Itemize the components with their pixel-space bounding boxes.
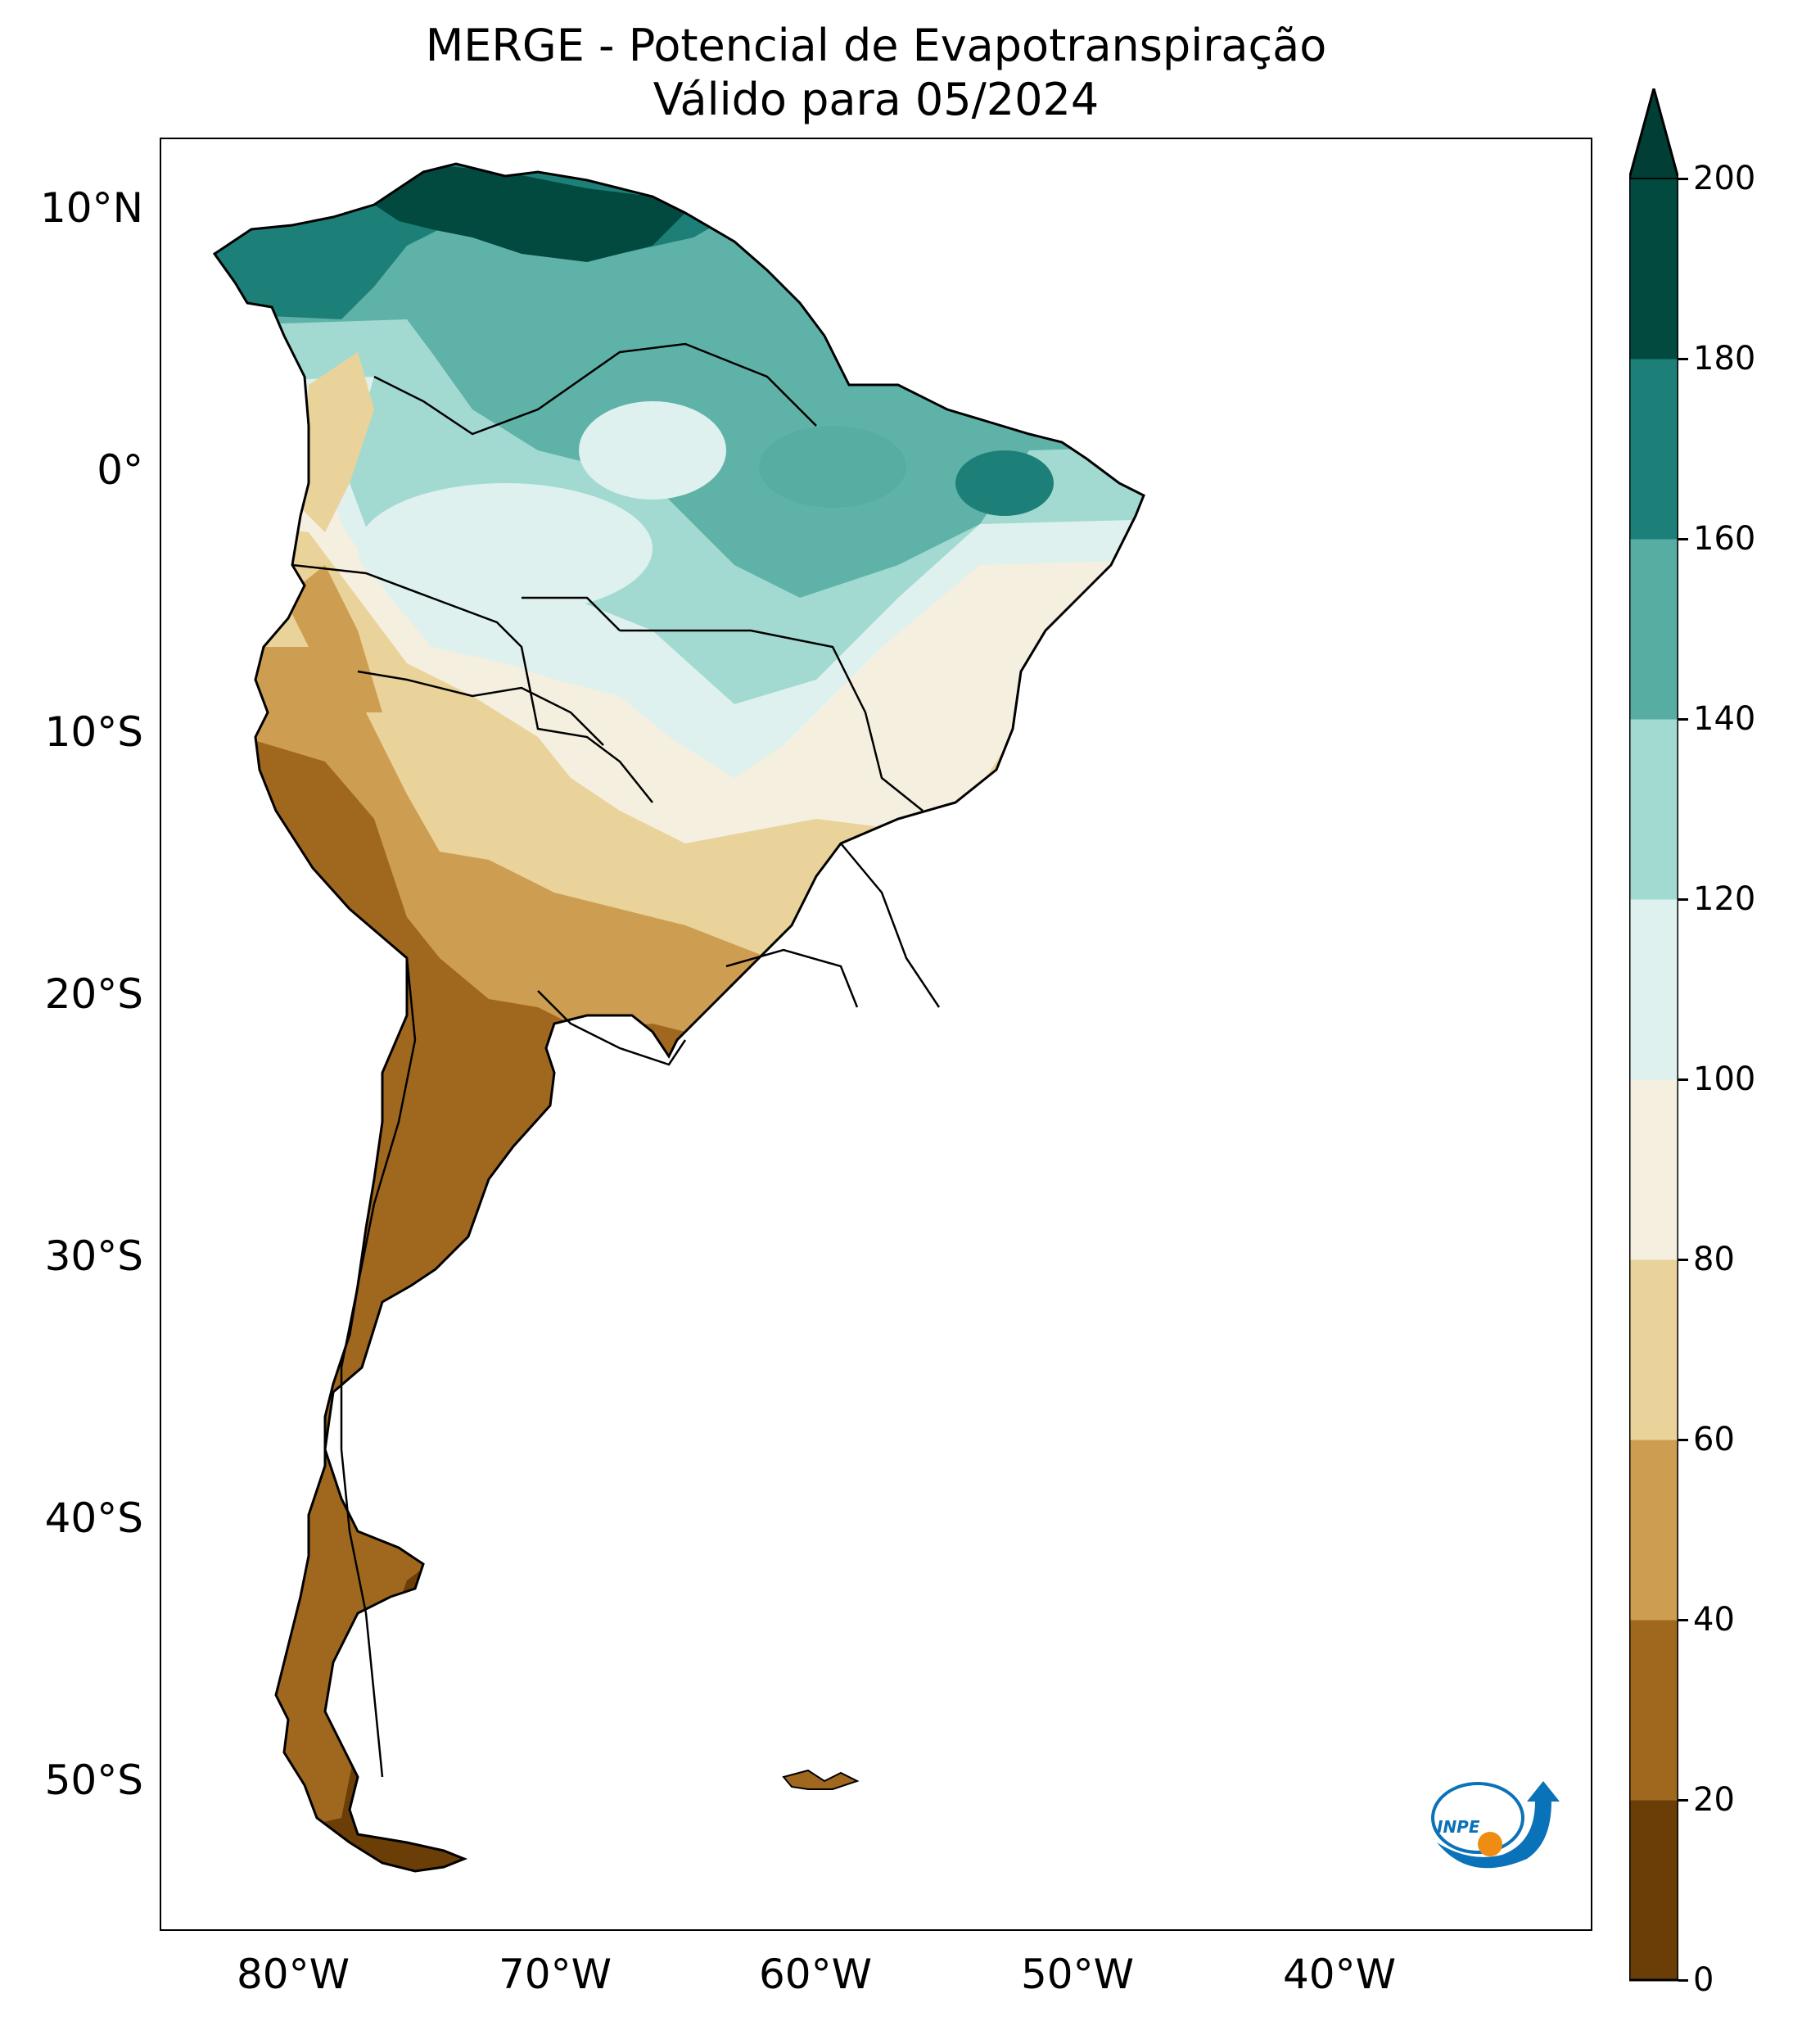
map-subtitle: Válido para 05/2024	[653, 74, 1100, 125]
colorbar-tick-label: 0	[1693, 1961, 1714, 1999]
south-america-map	[161, 139, 1591, 1929]
colorbar-band	[1629, 179, 1678, 359]
colorbar-tick-label: 20	[1693, 1781, 1735, 1819]
lon-label-70w: 70°W	[498, 1951, 612, 1998]
colorbar-tick	[1678, 178, 1688, 180]
colorbar-band	[1629, 539, 1678, 720]
lat-label-30s: 30°S	[44, 1232, 143, 1280]
colorbar-tick-label: 180	[1693, 340, 1756, 378]
falkland-islands	[782, 1769, 860, 1790]
colorbar-band	[1629, 719, 1678, 900]
colorbar-band	[1629, 1079, 1678, 1260]
colorbar-tick	[1678, 1259, 1688, 1261]
lon-label-80w: 80°W	[236, 1951, 350, 1998]
colorbar-band	[1629, 1440, 1678, 1621]
country-borders	[291, 342, 941, 1778]
colorbar-band	[1629, 899, 1678, 1080]
colorbar-tick	[1678, 538, 1688, 540]
colorbar-tick-label: 60	[1693, 1421, 1735, 1458]
colorbar-tick-label: 140	[1693, 700, 1756, 738]
colorbar-band	[1629, 359, 1678, 540]
colorbar	[1629, 88, 1678, 1982]
colorbar-tick-label: 100	[1693, 1060, 1756, 1098]
colorbar-band	[1629, 1620, 1678, 1801]
colorbar-tick-label: 80	[1693, 1241, 1735, 1278]
colorbar-tick	[1678, 898, 1688, 901]
colorbar-tick	[1678, 1439, 1688, 1441]
colorbar-tick	[1678, 1799, 1688, 1802]
map-title: MERGE - Potencial de Evapotranspiração	[425, 20, 1327, 71]
lat-label-50s: 50°S	[44, 1756, 143, 1804]
colorbar-band	[1629, 1259, 1678, 1440]
colorbar-tick	[1678, 718, 1688, 721]
colorbar-band	[1629, 1800, 1678, 1981]
lon-label-40w: 40°W	[1282, 1951, 1397, 1998]
lat-label-40s: 40°S	[44, 1494, 143, 1542]
inpe-logo-text: INPE	[1437, 1817, 1480, 1837]
lat-label-10s: 10°S	[44, 708, 143, 756]
map-frame	[160, 138, 1592, 1931]
lat-label-0: 0°	[97, 446, 143, 494]
colorbar-tick	[1678, 1979, 1688, 1982]
lat-label-10n: 10°N	[39, 184, 143, 232]
colorbar-tick-label: 160	[1693, 520, 1756, 558]
colorbar-tick-label: 200	[1693, 160, 1756, 197]
colorbar-tick	[1678, 358, 1688, 360]
colorbar-outline	[1629, 88, 1678, 1982]
colorbar-tick	[1678, 1619, 1688, 1621]
colorbar-extend-arrow	[1629, 88, 1678, 179]
inpe-logo: INPE	[1431, 1781, 1560, 1869]
colorbar-tick	[1678, 1078, 1688, 1081]
lat-label-20s: 20°S	[44, 970, 143, 1018]
colorbar-tick-label: 120	[1693, 880, 1756, 918]
lon-label-50w: 50°W	[1020, 1951, 1135, 1998]
lon-label-60w: 60°W	[758, 1951, 873, 1998]
colorbar-tick-label: 40	[1693, 1601, 1735, 1639]
